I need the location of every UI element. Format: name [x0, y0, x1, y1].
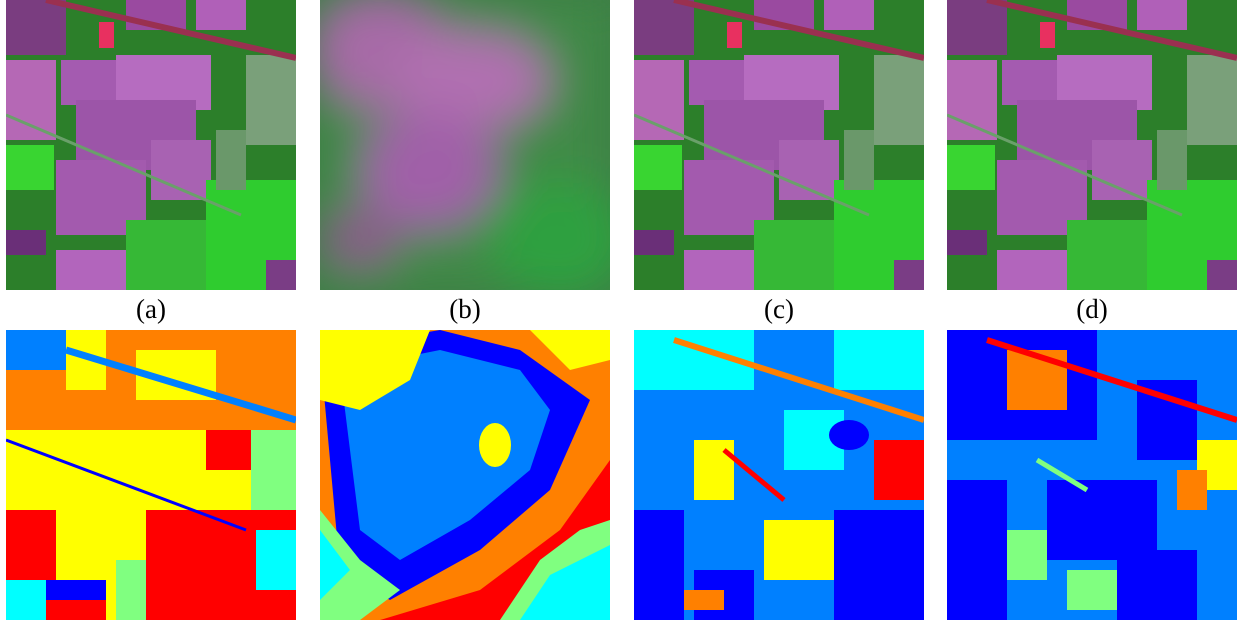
- panel-label: (b): [449, 294, 480, 324]
- image: [310, 0, 630, 300]
- panel-label: (c): [764, 294, 794, 324]
- classification-map: [320, 330, 610, 620]
- panel-label: (d): [1076, 294, 1107, 324]
- image: [947, 0, 1237, 290]
- classification-map: [6, 330, 296, 620]
- figure: (a) (b) (c) (d): [0, 0, 1244, 620]
- panel-label: (a): [136, 294, 166, 324]
- classification-map: [634, 330, 924, 620]
- image: [6, 0, 296, 290]
- classification-map: [947, 330, 1237, 620]
- page: (a) (b) (c) (d) (() => { const data = JS…: [0, 0, 1244, 620]
- image: [634, 0, 924, 290]
